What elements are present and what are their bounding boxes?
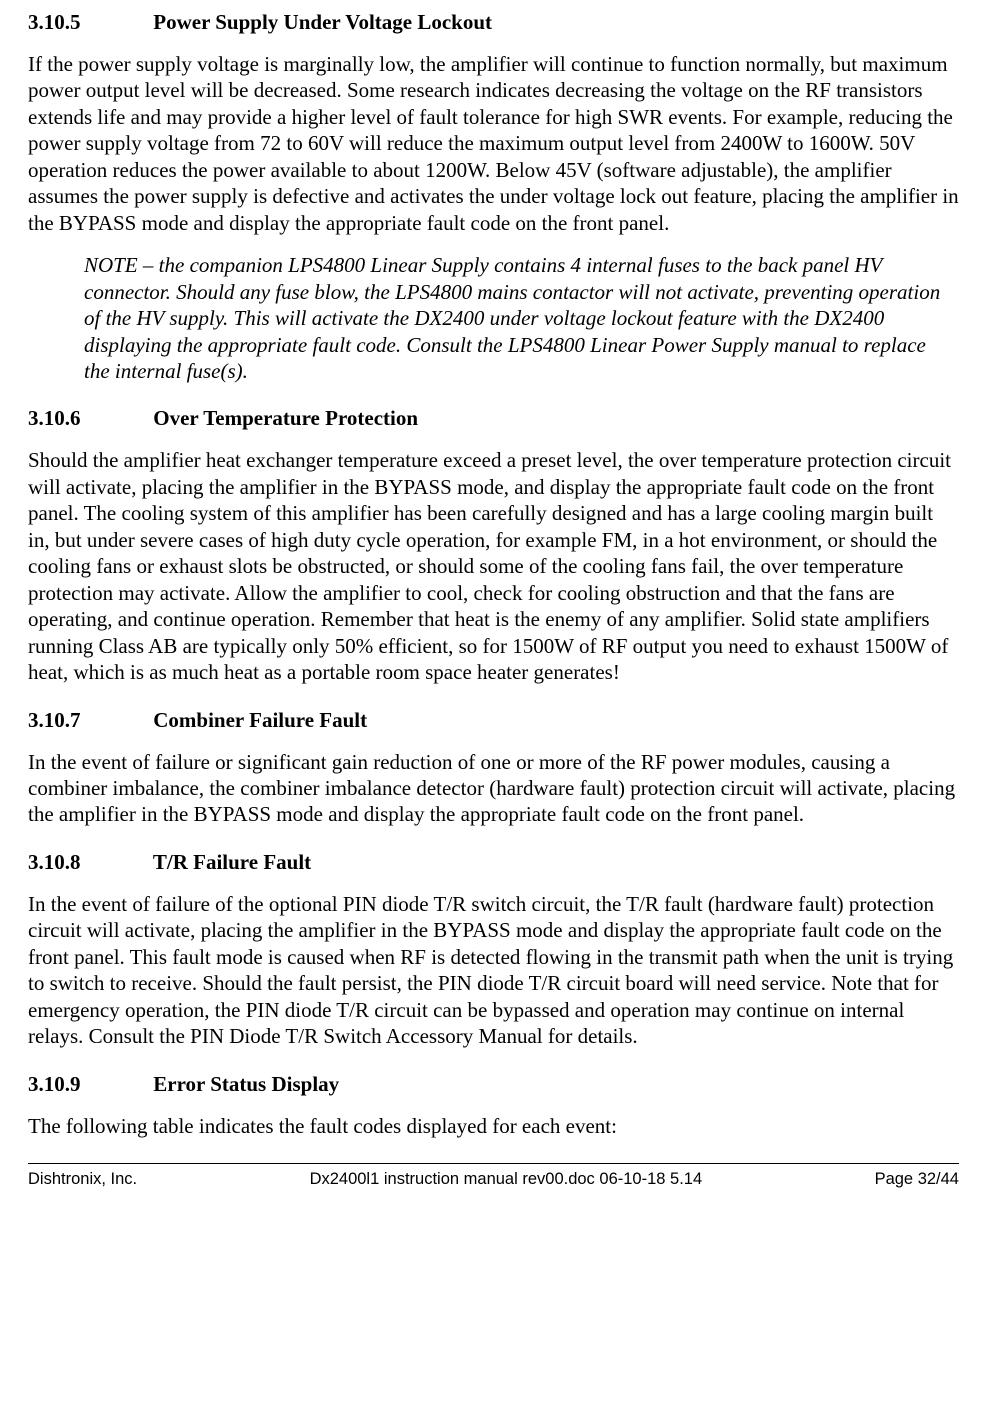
- section-body-3-10-5: If the power supply voltage is marginall…: [28, 51, 959, 236]
- section-number: 3.10.5: [28, 10, 148, 35]
- section-title: T/R Failure Fault: [153, 850, 311, 874]
- section-note-3-10-5: NOTE – the companion LPS4800 Linear Supp…: [84, 252, 959, 384]
- section-heading-3-10-6: 3.10.6 Over Temperature Protection: [28, 406, 959, 431]
- section-number: 3.10.7: [28, 708, 148, 733]
- footer-page: Page 32/44: [875, 1170, 959, 1189]
- footer-rule: [28, 1163, 959, 1164]
- section-title: Power Supply Under Voltage Lockout: [153, 10, 492, 34]
- section-body-3-10-8: In the event of failure of the optional …: [28, 891, 959, 1050]
- section-body-3-10-9: The following table indicates the fault …: [28, 1113, 959, 1139]
- section-body-3-10-6: Should the amplifier heat exchanger temp…: [28, 447, 959, 685]
- footer-docinfo: Dx2400l1 instruction manual rev00.doc 06…: [137, 1170, 874, 1189]
- section-body-3-10-7: In the event of failure or significant g…: [28, 749, 959, 828]
- section-number: 3.10.8: [28, 850, 148, 875]
- section-heading-3-10-8: 3.10.8 T/R Failure Fault: [28, 850, 959, 875]
- section-number: 3.10.6: [28, 406, 148, 431]
- section-title: Combiner Failure Fault: [153, 708, 367, 732]
- footer-company: Dishtronix, Inc.: [28, 1170, 137, 1189]
- page-footer: Dishtronix, Inc. Dx2400l1 instruction ma…: [28, 1170, 959, 1189]
- section-heading-3-10-9: 3.10.9 Error Status Display: [28, 1072, 959, 1097]
- section-title: Over Temperature Protection: [153, 406, 418, 430]
- section-title: Error Status Display: [153, 1072, 339, 1096]
- section-heading-3-10-7: 3.10.7 Combiner Failure Fault: [28, 708, 959, 733]
- section-number: 3.10.9: [28, 1072, 148, 1097]
- section-heading-3-10-5: 3.10.5 Power Supply Under Voltage Lockou…: [28, 10, 959, 35]
